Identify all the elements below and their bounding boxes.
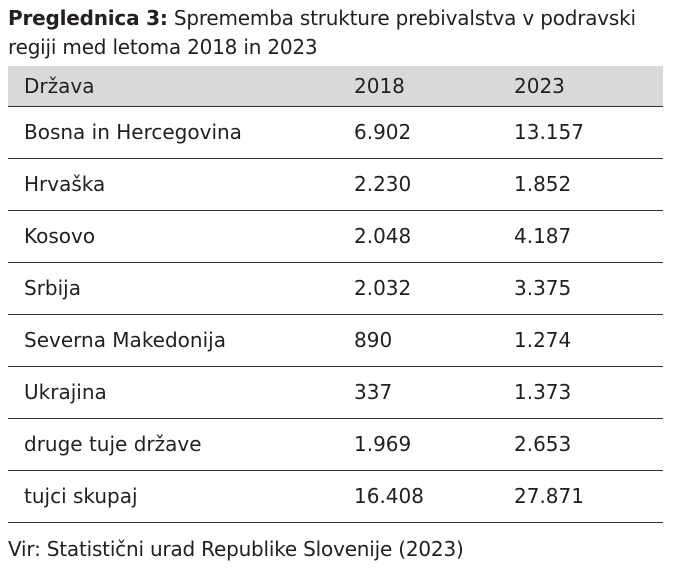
cell-2018: 890 xyxy=(354,328,393,352)
table-row-total: tujci skupaj 16.408 27.871 xyxy=(8,470,663,522)
cell-2018: 2.048 xyxy=(354,224,412,248)
table-row: Srbija 2.032 3.375 xyxy=(8,262,663,314)
header-2018: 2018 xyxy=(354,73,405,98)
cell-2023: 3.375 xyxy=(514,276,572,300)
cell-2023: 4.187 xyxy=(514,224,572,248)
table-row: Kosovo 2.048 4.187 xyxy=(8,210,663,262)
population-table: Država 2018 2023 Bosna in Hercegovina 6.… xyxy=(8,66,663,523)
caption-label: Preglednica 3: xyxy=(8,6,168,30)
cell-country: Kosovo xyxy=(24,224,96,248)
cell-2023: 13.157 xyxy=(514,120,584,144)
cell-2023: 1.274 xyxy=(514,328,572,352)
cell-2018: 2.230 xyxy=(354,172,412,196)
cell-country: druge tuje države xyxy=(24,432,202,456)
cell-country: Ukrajina xyxy=(24,380,107,404)
cell-country: Srbija xyxy=(24,276,81,300)
table-row: Hrvaška 2.230 1.852 xyxy=(8,158,663,210)
cell-country: Severna Makedonija xyxy=(24,328,226,352)
header-2023: 2023 xyxy=(514,73,565,98)
cell-2018: 2.032 xyxy=(354,276,412,300)
cell-country: tujci skupaj xyxy=(24,484,138,508)
cell-2023: 27.871 xyxy=(514,484,584,508)
cell-2023: 1.852 xyxy=(514,172,572,196)
cell-2018: 337 xyxy=(354,380,393,404)
header-country: Država xyxy=(24,73,95,98)
cell-2023: 1.373 xyxy=(514,380,572,404)
table-caption: Preglednica 3: Sprememba strukture prebi… xyxy=(8,4,663,62)
table-row: Severna Makedonija 890 1.274 xyxy=(8,314,663,366)
cell-2018: 16.408 xyxy=(354,484,424,508)
caption-text: Sprememba strukture prebivalstva v podra… xyxy=(8,6,636,59)
cell-2023: 2.653 xyxy=(514,432,572,456)
table-row: Ukrajina 337 1.373 xyxy=(8,366,663,418)
table-header-row: Država 2018 2023 xyxy=(8,66,663,106)
cell-country: Hrvaška xyxy=(24,172,106,196)
table-row: Bosna in Hercegovina 6.902 13.157 xyxy=(8,106,663,158)
cell-2018: 6.902 xyxy=(354,120,412,144)
source-note: Vir: Statistični urad Republike Slovenij… xyxy=(8,537,464,561)
cell-2018: 1.969 xyxy=(354,432,412,456)
cell-country: Bosna in Hercegovina xyxy=(24,120,242,144)
table-row: druge tuje države 1.969 2.653 xyxy=(8,418,663,470)
